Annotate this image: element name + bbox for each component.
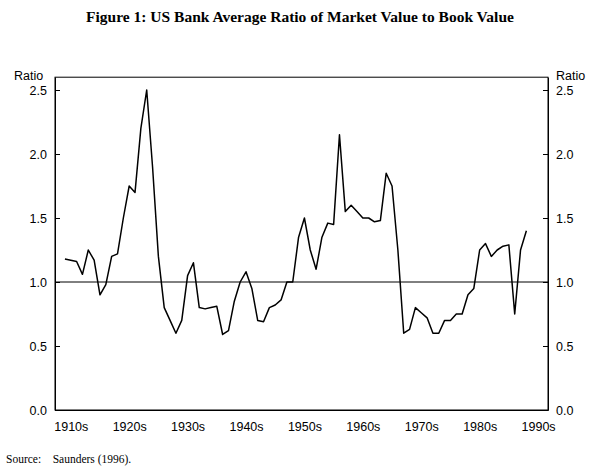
- y2-tick-mark: [543, 346, 548, 347]
- y-tick: 0.5: [30, 340, 60, 354]
- y2-axis-line: [548, 78, 549, 411]
- y-tick: 1.5: [30, 212, 60, 226]
- x-tick-label: 1920s: [113, 420, 147, 434]
- x-tick: 1970s: [405, 410, 439, 434]
- y-tick: 2.5: [30, 84, 60, 98]
- x-tick: 1940s: [229, 410, 263, 434]
- y-tick-mark: [55, 218, 60, 219]
- x-tick-label: 1960s: [346, 420, 380, 434]
- y-tick: 2.0: [30, 148, 60, 162]
- y-tick-label: 0.0: [30, 404, 47, 418]
- x-axis: 1910s 1920s 1930s 1940s 1950s 1960s 1970s 1980s…: [54, 410, 555, 434]
- y-tick-mark: [55, 90, 60, 91]
- plot-frame: [55, 77, 548, 410]
- title: Figure 1: US Bank Average Ratio of Marke…: [86, 8, 514, 25]
- x-tick: 1930s: [171, 410, 205, 434]
- x-tick-label: 1980s: [463, 420, 497, 434]
- y-axis: 0.0 0.5 1.0 1.5 2.0 2.5: [30, 78, 60, 418]
- y-tick-label: 1.0: [30, 276, 47, 290]
- y2-axis: 0.0 0.5 1.0 1.5 2.0 2.5: [543, 78, 573, 418]
- chart: Figure 1: US Bank Average Ratio of Marke…: [0, 0, 600, 471]
- y2-tick-mark: [543, 90, 548, 91]
- y2-tick-label: 2.0: [556, 148, 573, 162]
- y2-tick-label: 2.5: [556, 84, 573, 98]
- y-tick-mark: [55, 346, 60, 347]
- y-tick-label: 0.5: [30, 340, 47, 354]
- x-tick: 1910s: [54, 410, 88, 434]
- y2-tick-mark: [543, 218, 548, 219]
- x-tick: 1920s: [113, 410, 147, 434]
- y-tick-label: 1.5: [30, 212, 47, 226]
- y2-tick: 2.5: [543, 84, 573, 98]
- x-axis-line: [56, 410, 549, 411]
- y2-tick-label: 0.0: [556, 404, 573, 418]
- y2-tick: 2.0: [543, 148, 573, 162]
- y2-tick-label: 0.5: [556, 340, 573, 354]
- y-tick-mark: [55, 154, 60, 155]
- x-tick: 1980s: [463, 410, 497, 434]
- x-tick-label: 1910s: [54, 420, 88, 434]
- source-note: Source: Saunders (1996).: [6, 453, 131, 466]
- x-tick: 1950s: [288, 410, 322, 434]
- x-tick-label: 1970s: [405, 420, 439, 434]
- x-tick: 1960s: [346, 410, 380, 434]
- x-tick-label: 1930s: [171, 420, 205, 434]
- y-tick-label: 2.5: [30, 84, 47, 98]
- x-tick-label: 1950s: [288, 420, 322, 434]
- x-tick-label: 1990s: [522, 420, 556, 434]
- y-tick-label: 2.0: [30, 148, 47, 162]
- x-tick: 1990s: [522, 410, 556, 434]
- y-tick: 0.0: [30, 404, 60, 418]
- y2-axis-label: Ratio: [556, 69, 585, 83]
- y2-tick: 0.5: [543, 340, 573, 354]
- y2-tick: 1.5: [543, 212, 573, 226]
- y-axis-line: [55, 78, 56, 411]
- y-axis-label: Ratio: [14, 69, 43, 83]
- series-line: [65, 90, 526, 334]
- x-tick-label: 1940s: [229, 420, 263, 434]
- y2-tick-label: 1.0: [556, 276, 573, 290]
- y2-tick-label: 1.5: [556, 212, 573, 226]
- plot-area: [55, 90, 548, 334]
- y2-tick-mark: [543, 154, 548, 155]
